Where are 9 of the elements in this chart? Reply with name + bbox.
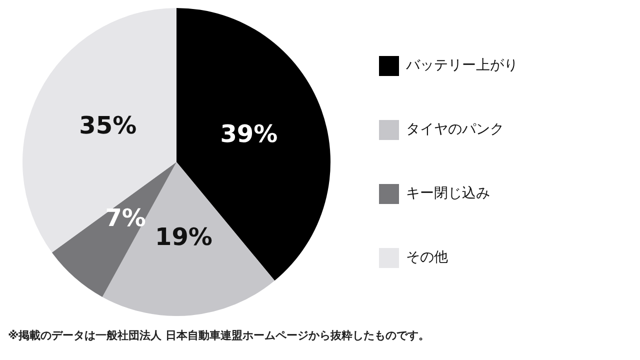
legend-label: タイヤのパンク	[406, 122, 504, 138]
data-label: 7%	[105, 204, 146, 232]
data-label: 19%	[155, 222, 212, 251]
legend-label: その他	[406, 250, 448, 266]
legend-label: バッテリー上がり	[405, 58, 518, 74]
data-label: 35%	[79, 111, 137, 140]
text: ※掲載のデータは一般社団法人 日本自動車連盟ホームページから抜粋したものです。	[8, 328, 431, 343]
legend-label: キー閉じ込み	[406, 186, 490, 202]
data-label: 39%	[220, 120, 278, 148]
